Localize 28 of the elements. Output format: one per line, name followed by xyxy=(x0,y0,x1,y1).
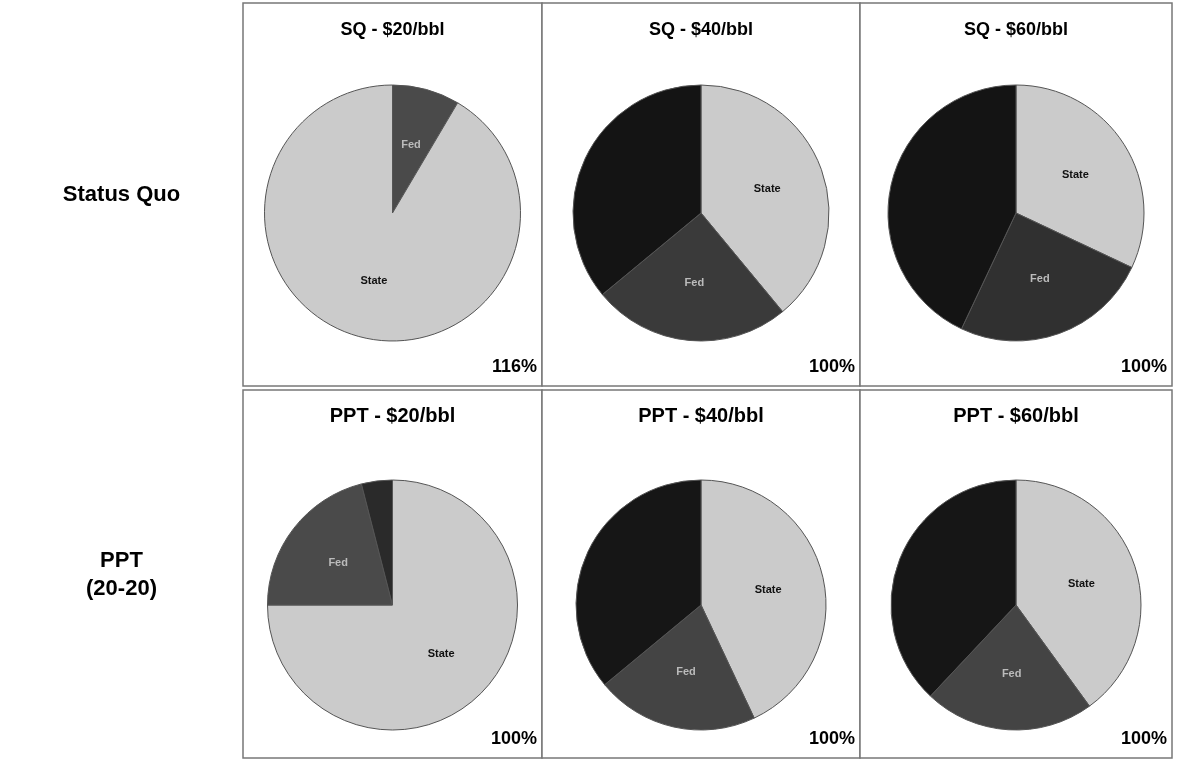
chart-title: SQ - $60/bbl xyxy=(963,19,1069,39)
pie-slice xyxy=(267,479,518,731)
chart-title: PPT - $40/bbl xyxy=(638,404,764,426)
slice-label: Fed xyxy=(401,138,421,150)
text: 116% xyxy=(491,356,537,376)
slice-label: Fed xyxy=(328,555,348,568)
chart-title: PPT - $20/bbl xyxy=(329,404,456,426)
slice-label: State xyxy=(427,646,455,659)
text: 100% xyxy=(1120,728,1167,748)
chart-title: SQ - $20/bbl xyxy=(340,19,445,39)
slice-label: State xyxy=(1067,576,1095,589)
slice-label: State xyxy=(360,273,388,286)
slice-label: Fed xyxy=(1030,272,1050,285)
slice-label: State xyxy=(753,182,781,195)
slice-label: Fed xyxy=(684,275,705,288)
chart-title: PPT - $60/bbl xyxy=(953,404,1079,426)
slice-label: Fed xyxy=(1001,666,1022,679)
pie-slice xyxy=(264,84,521,342)
chart-title: SQ - $40/bbl xyxy=(648,19,754,39)
slice-label: Fed xyxy=(676,665,696,677)
text: 100% xyxy=(808,728,855,748)
text: 100% xyxy=(490,728,537,748)
text: Status Quo xyxy=(62,180,181,206)
slice-label: State xyxy=(754,582,782,595)
slice-label: State xyxy=(1061,168,1089,181)
text: 100% xyxy=(808,356,855,376)
text: PPT (20-20) xyxy=(86,546,157,600)
text: 100% xyxy=(1120,356,1167,376)
